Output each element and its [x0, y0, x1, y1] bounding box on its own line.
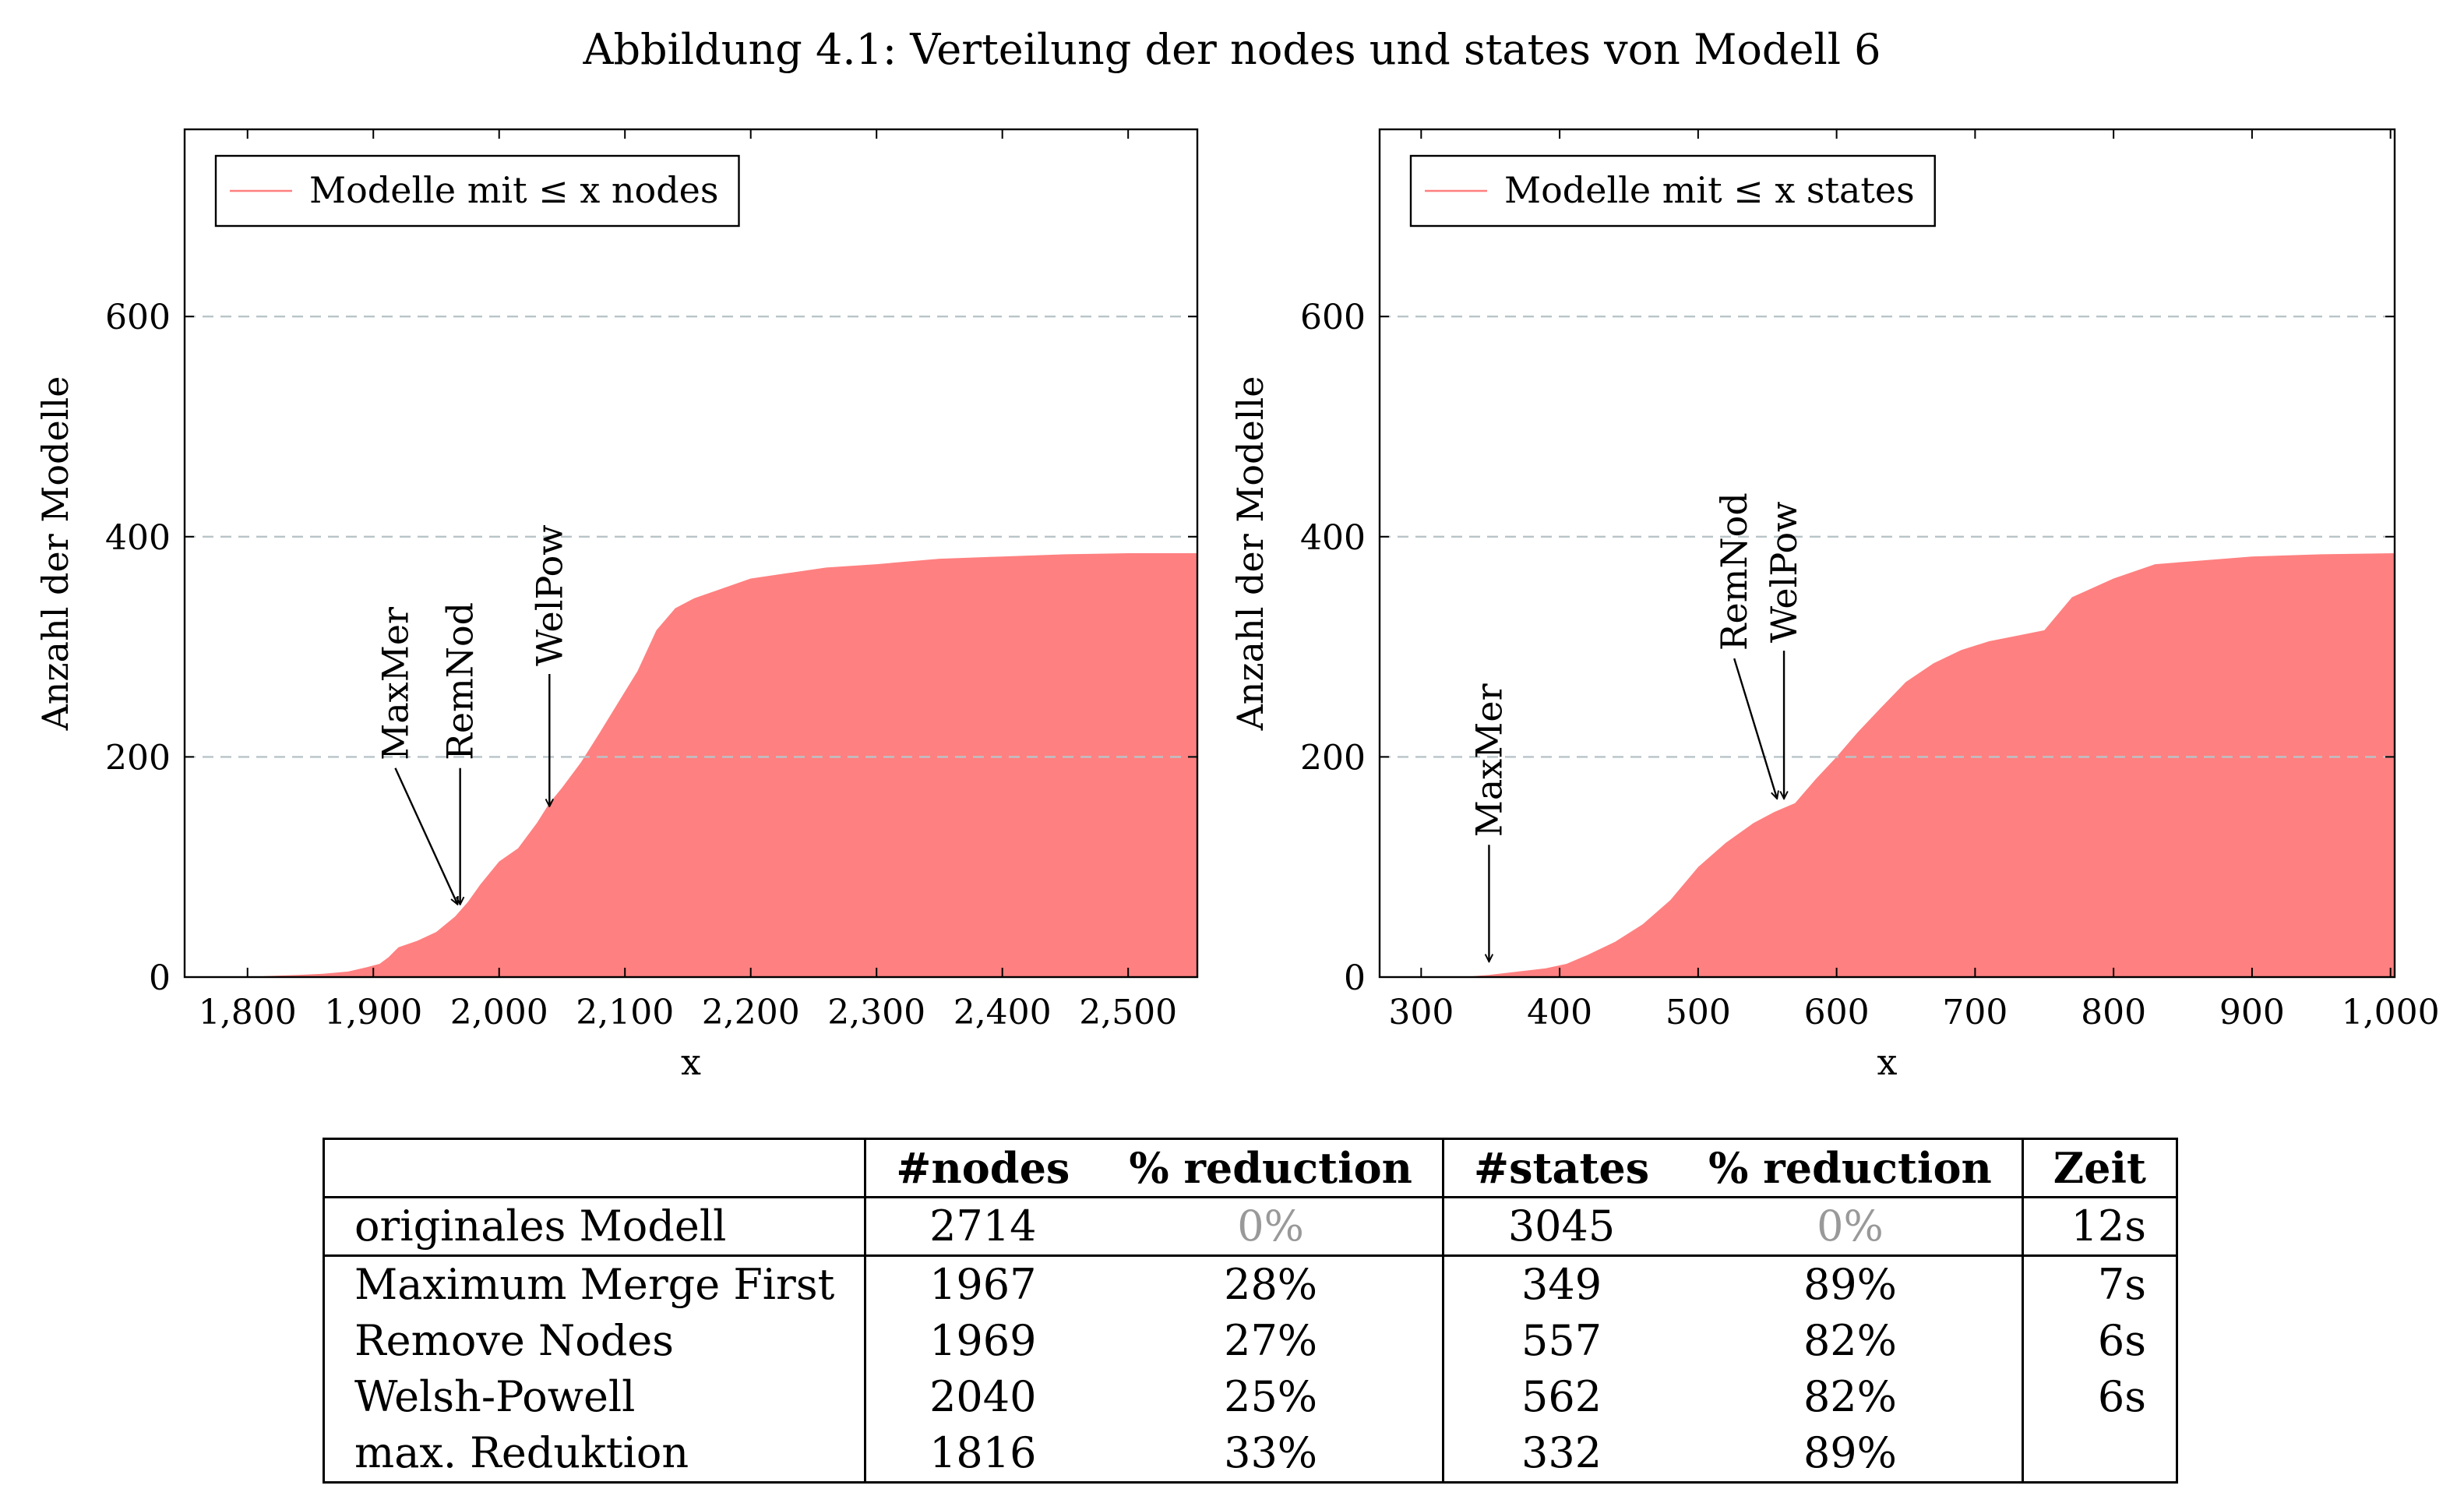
table-row: Welsh-Powell 2040 25% 562 82% 6s: [324, 1369, 2177, 1425]
nodes-distribution-chart: 1,800 1,900 2,000 2,100 2,200 2,300 2,400 2,500…: [34, 128, 1199, 1083]
annotation-label: WelPow: [1763, 501, 1805, 643]
x-axis-label: x: [1877, 1041, 1898, 1083]
y-tick-label: 600: [1300, 298, 1366, 337]
y-tick-label: 400: [1300, 518, 1366, 558]
cell-states: 332: [1441, 1425, 1680, 1483]
x-tick-label: 2,500: [1079, 993, 1177, 1032]
x-tick-label: 600: [1804, 993, 1870, 1032]
area-series: [1380, 553, 2395, 977]
table-row: Remove Nodes 1969 27% 557 82% 6s: [324, 1313, 2177, 1369]
x-tick-label: 1,900: [324, 993, 422, 1032]
cell-nodes: 2040: [864, 1369, 1100, 1425]
legend-label: Modelle mit ≤ x states: [1504, 169, 1915, 211]
cell-states-reduction: 0%: [1679, 1197, 2023, 1257]
cell-nodes: 1967: [864, 1255, 1100, 1313]
row-name: max. Reduktion: [354, 1428, 689, 1477]
cell-states-reduction: 89%: [1803, 1260, 1897, 1309]
header-nodes: #nodes: [864, 1138, 1100, 1198]
cell-zeit: 6s: [2021, 1313, 2177, 1369]
table-row: Maximum Merge First 1967 28% 349 89% 7s: [324, 1255, 2177, 1313]
cell-states: 562: [1441, 1369, 1680, 1425]
figure-caption: Abbildung 4.1: Verteilung der nodes und …: [583, 25, 1881, 74]
cell-zeit: 6s: [2021, 1369, 2177, 1425]
cell-states-reduction: 82%: [1803, 1316, 1897, 1365]
cell-states: 349: [1441, 1255, 1680, 1313]
annotation: RemNod: [439, 602, 481, 905]
annotation-label: RemNod: [439, 602, 481, 760]
x-tick-label: 300: [1388, 993, 1454, 1032]
annotation: RemNod: [1713, 492, 1777, 799]
cell-nodes-reduction: 0%: [1099, 1197, 1444, 1257]
y-axis-label: Anzahl der Modelle: [34, 376, 76, 732]
results-table: #nodes % reduction #states % reduction Z…: [323, 1138, 2178, 1484]
x-tick-label: 2,300: [827, 993, 925, 1032]
cell-nodes: 1969: [864, 1313, 1100, 1369]
cell-states-reduction: 89%: [1803, 1428, 1897, 1477]
row-name: Welsh-Powell: [354, 1372, 636, 1421]
cell-states: 3045: [1441, 1197, 1680, 1257]
table-row: originales Modell 2714 0% 3045 0% 12s: [323, 1197, 2177, 1257]
annotation: MaxMer: [1468, 683, 1510, 961]
header-states-reduction: % reduction: [1679, 1138, 2023, 1198]
x-tick-label: 2,400: [954, 993, 1052, 1032]
cell-zeit: [2021, 1425, 2177, 1483]
row-name: originales Modell: [323, 1197, 865, 1257]
legend-box: [214, 154, 740, 228]
header-nodes-reduction: % reduction: [1099, 1138, 1444, 1198]
legend-label: Modelle mit ≤ x nodes: [309, 169, 719, 211]
states-distribution-chart: 300 400 500 600 700 800 900 1,0000200400600xAnz…: [1231, 128, 2440, 1083]
plot-frame: [183, 128, 1199, 979]
y-tick-label: 400: [105, 518, 171, 558]
x-tick-label: 400: [1527, 993, 1592, 1032]
annotation-arrow: [394, 767, 457, 905]
plot-frame: [1378, 128, 2396, 979]
x-tick-label: 800: [2081, 993, 2146, 1032]
header-zeit: Zeit: [2021, 1138, 2177, 1198]
legend: Modelle mit ≤ x nodes: [214, 154, 740, 228]
row-name: Remove Nodes: [354, 1316, 674, 1365]
annotation-label: WelPow: [528, 524, 570, 666]
annotation-label: MaxMer: [374, 607, 416, 760]
legend: Modelle mit ≤ x states: [1409, 154, 1936, 228]
table-header-row: #nodes % reduction #states % reduction Z…: [323, 1138, 2177, 1198]
y-tick-label: 0: [1344, 958, 1366, 998]
x-tick-label: 2,100: [576, 993, 674, 1032]
header-empty: [323, 1138, 865, 1198]
y-axis-label: Anzahl der Modelle: [1231, 376, 1271, 732]
x-tick-label: 500: [1666, 993, 1731, 1032]
x-tick-label: 1,000: [2342, 993, 2440, 1032]
y-tick-label: 200: [105, 738, 171, 778]
x-tick-label: 700: [1942, 993, 2008, 1032]
x-axis-label: x: [681, 1041, 701, 1083]
legend-box: [1409, 154, 1936, 228]
cell-nodes: 1816: [864, 1425, 1100, 1483]
cell-nodes-reduction: 28%: [1224, 1260, 1318, 1309]
row-name: Maximum Merge First: [354, 1260, 835, 1309]
y-tick-label: 0: [149, 958, 171, 998]
cell-nodes-reduction: 33%: [1224, 1428, 1318, 1477]
annotation: WelPow: [528, 524, 570, 806]
x-tick-label: 2,200: [702, 993, 800, 1032]
cell-zeit: 12s: [2021, 1197, 2177, 1257]
cell-nodes-reduction: 25%: [1224, 1372, 1318, 1421]
x-tick-label: 900: [2219, 993, 2285, 1032]
cell-nodes: 2714: [864, 1197, 1100, 1257]
x-tick-label: 1,800: [199, 993, 297, 1032]
area-series: [185, 553, 1197, 977]
y-tick-label: 200: [1300, 738, 1366, 778]
annotation-label: MaxMer: [1468, 683, 1510, 837]
annotation-arrow: [1733, 658, 1777, 799]
annotation: WelPow: [1763, 501, 1805, 799]
x-tick-label: 2,000: [450, 993, 548, 1032]
y-tick-label: 600: [105, 298, 171, 337]
annotation: MaxMer: [374, 607, 457, 905]
cell-nodes-reduction: 27%: [1224, 1316, 1318, 1365]
cell-states-reduction: 82%: [1803, 1372, 1897, 1421]
cell-zeit: 7s: [2021, 1255, 2177, 1313]
table-row: max. Reduktion 1816 33% 332 89%: [324, 1425, 2177, 1483]
cell-states: 557: [1441, 1313, 1680, 1369]
header-states: #states: [1441, 1138, 1680, 1198]
annotation-label: RemNod: [1713, 492, 1755, 651]
